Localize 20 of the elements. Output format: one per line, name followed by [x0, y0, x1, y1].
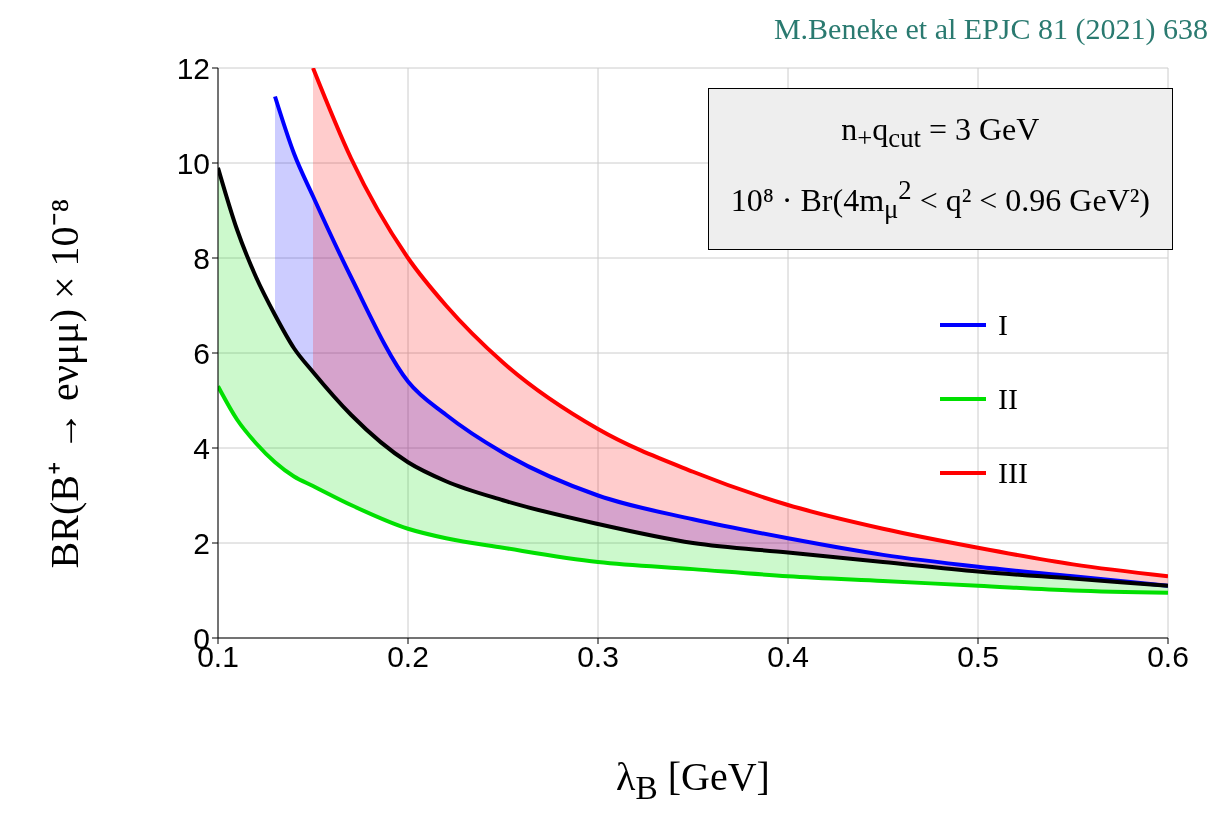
chart-title: M.Beneke et al EPJC 81 (2021) 638 [773, 12, 1208, 46]
y-tick-label: 4 [193, 431, 210, 465]
x-tick-label: 0.3 [577, 640, 619, 674]
legend-label: I [998, 308, 1009, 342]
y-tick-label: 10 [176, 146, 210, 180]
annotation: 10⁸ · Br(4m$_{μ}$$^{2}$ < q² < 0.96 GeV²) [730, 175, 1150, 225]
x-tick-label: 0.6 [1147, 640, 1189, 674]
x-tick-label: 0.2 [387, 640, 429, 674]
y-tick-label: 6 [193, 336, 210, 370]
legend-label: III [998, 456, 1028, 490]
y-tick-label: 2 [193, 526, 210, 560]
annotation: n$_{+}$q$_{cut}$ = 3 GeV [841, 111, 1040, 154]
legend-label: II [998, 382, 1018, 416]
x-axis-title: λ$_{B}$ [GeV] [616, 754, 770, 806]
x-tick-label: 0.4 [767, 640, 809, 674]
x-tick-label: 0.5 [957, 640, 999, 674]
line-series [218, 384, 1168, 595]
y-axis-title: BR(B⁺ → eνμμ) × 10⁻⁸ [42, 198, 88, 568]
y-tick-label: 8 [193, 241, 210, 275]
y-tick-label: 12 [176, 51, 210, 85]
